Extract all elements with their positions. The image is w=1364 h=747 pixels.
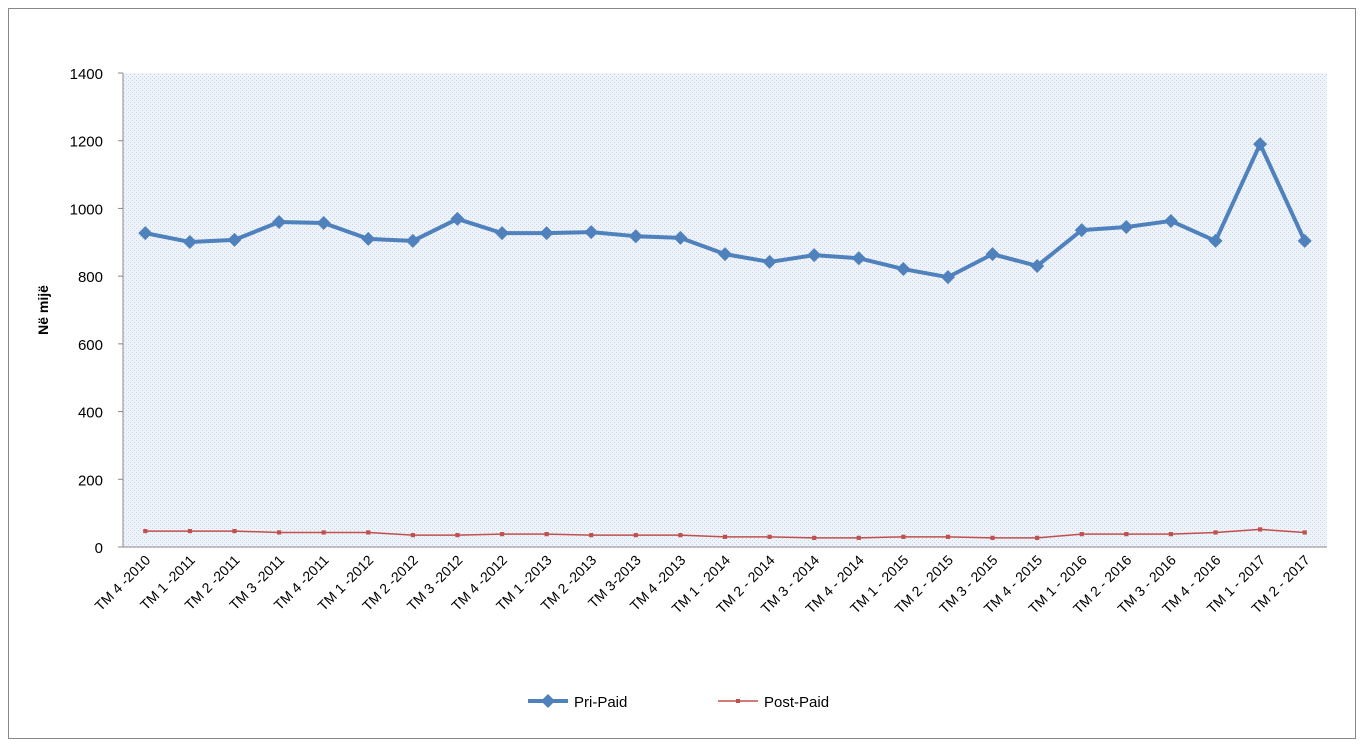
- point: [182, 234, 197, 249]
- point: [361, 231, 376, 246]
- point: [985, 247, 1000, 262]
- point: [450, 211, 465, 226]
- legend-marker: [736, 699, 740, 703]
- y-axis-label: Në mijë: [35, 285, 51, 335]
- point: [138, 226, 153, 241]
- point: [499, 532, 505, 537]
- point: [678, 533, 683, 538]
- point: [1119, 220, 1134, 235]
- point: [1079, 532, 1084, 537]
- point: [1213, 530, 1218, 535]
- point: [896, 262, 911, 277]
- point: [1253, 137, 1268, 152]
- point: [673, 230, 688, 245]
- point: [227, 232, 242, 247]
- point: [1258, 527, 1263, 532]
- y-tick-label: 1000: [70, 201, 103, 218]
- point: [1163, 213, 1178, 228]
- point: [940, 270, 955, 285]
- point: [901, 534, 906, 539]
- point: [321, 530, 326, 535]
- point: [1035, 535, 1040, 540]
- point: [455, 533, 460, 538]
- point: [1030, 258, 1045, 273]
- point: [366, 530, 371, 535]
- point: [410, 533, 415, 538]
- point: [633, 533, 638, 538]
- point: [495, 226, 510, 241]
- point: [718, 247, 732, 262]
- legend-label: Post-Paid: [764, 694, 829, 711]
- point: [762, 254, 777, 269]
- point: [767, 534, 772, 539]
- point: [1168, 532, 1174, 537]
- point: [589, 533, 594, 538]
- legend-marker: [541, 694, 555, 708]
- plot-area: [123, 73, 1327, 547]
- point: [405, 233, 420, 248]
- point: [807, 248, 822, 263]
- y-tick-label: 800: [78, 269, 103, 286]
- point: [722, 534, 728, 539]
- point: [1208, 233, 1223, 248]
- legend-label: Pri-Paid: [574, 694, 627, 711]
- point: [232, 528, 237, 534]
- point: [856, 535, 861, 540]
- y-tick-label: 200: [78, 472, 103, 489]
- point: [812, 535, 817, 540]
- point: [628, 229, 643, 244]
- point: [1074, 223, 1089, 238]
- point: [316, 215, 331, 230]
- point: [272, 214, 287, 229]
- point: [1297, 233, 1312, 248]
- point: [544, 532, 549, 537]
- point: [1124, 532, 1129, 537]
- point: [584, 225, 599, 240]
- y-tick-label: 400: [78, 405, 103, 422]
- point: [276, 530, 282, 535]
- point: [187, 528, 192, 534]
- y-tick-label: 1200: [70, 134, 103, 151]
- point: [143, 528, 148, 534]
- point: [539, 226, 554, 241]
- y-tick-label: 600: [78, 337, 103, 354]
- point: [945, 534, 951, 539]
- point: [851, 251, 866, 266]
- point: [1302, 530, 1307, 535]
- y-tick-label: 0: [95, 540, 103, 557]
- point: [990, 535, 995, 540]
- y-tick-label: 1400: [70, 66, 103, 83]
